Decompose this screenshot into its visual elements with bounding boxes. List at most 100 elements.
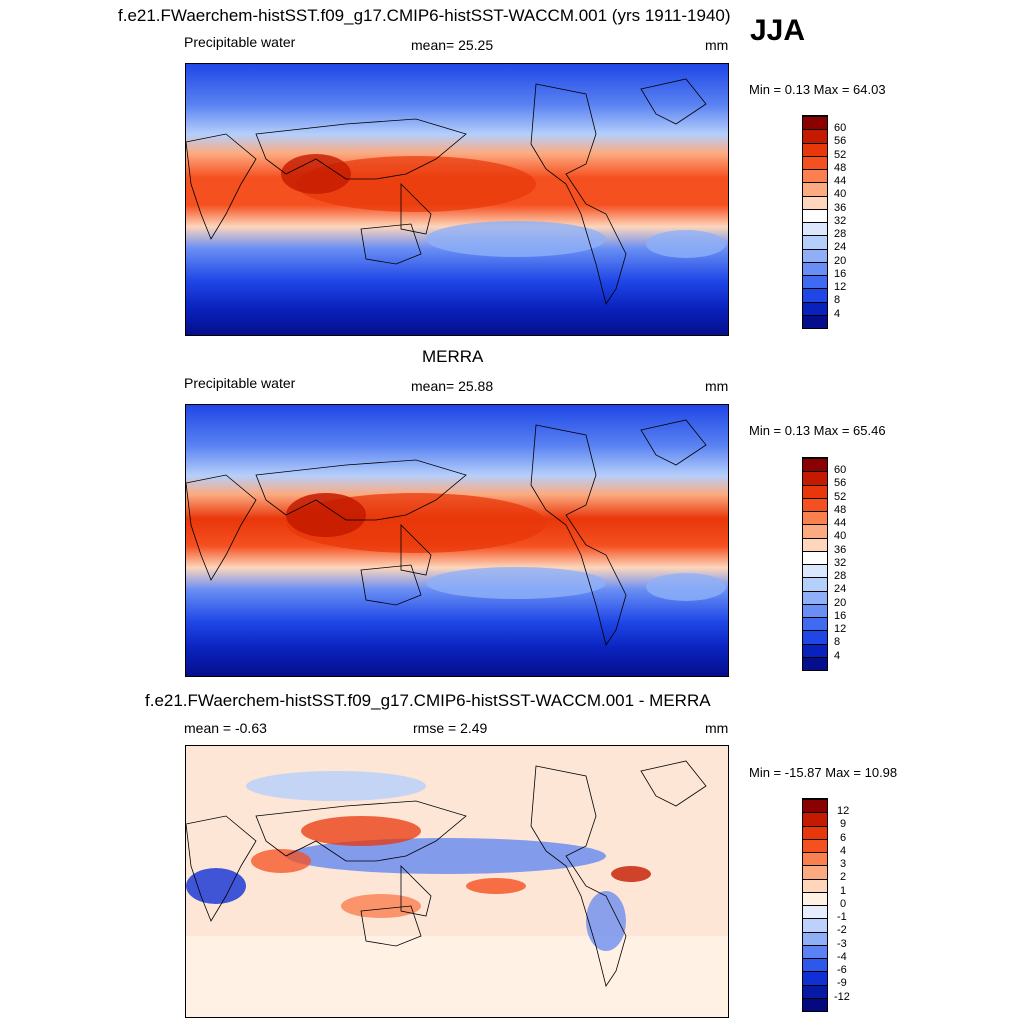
- panel3-colorbar-box: [803, 878, 827, 892]
- panel1-mean-label: mean= 25.25: [411, 37, 494, 53]
- panel2-colorbar-tick-label: 20: [834, 597, 847, 609]
- panel2-colorbar-tick-label: 32: [834, 557, 847, 569]
- panel2-colorbar-box: [803, 550, 827, 564]
- panel1-south-atlantic-dry-zone: [646, 230, 726, 258]
- panel2-mean-label: mean= 25.88: [411, 378, 494, 394]
- panel3-map: [185, 745, 729, 1018]
- panel2-colorbar-tick-label: 24: [834, 583, 847, 595]
- panel1-colorbar-box: [803, 195, 827, 209]
- panel1-coastlines: [186, 78, 707, 305]
- panel1-colorbar-tick-label: 44: [834, 175, 847, 187]
- panel3-colorbar-box: [803, 971, 827, 985]
- panel1-colorbar-box: [803, 288, 827, 302]
- panel1-colorbar-tick-label: 12: [834, 281, 847, 293]
- panel1-units-label: mm: [705, 37, 729, 53]
- panel2-south-atlantic-dry-zone: [646, 573, 726, 601]
- panel2-map: [185, 404, 729, 677]
- panel1-colorbar-box: [803, 129, 827, 143]
- panel2-colorbar-tick-label: 28: [834, 570, 847, 582]
- panel2-colorbar-box: [803, 471, 827, 485]
- panel3-colorbar-box: [803, 997, 827, 1011]
- panel3-colorbar-tick-label: 0: [840, 898, 847, 910]
- panel1-colorbar-box: [803, 275, 827, 289]
- season-label: JJA: [750, 14, 806, 47]
- panel3-colorbar-box: [803, 984, 827, 998]
- panel1-colorbar-tick-label: 28: [834, 228, 847, 240]
- panel3-units-label: mm: [705, 720, 729, 736]
- panel2-colorbar-tick-label: 52: [834, 491, 847, 503]
- panel1-colorbar-tick-label: 40: [834, 188, 847, 200]
- panel1-colorbar-box: [803, 116, 827, 130]
- panel3-colorbar-tick-label: -12: [834, 991, 850, 1003]
- panel3-colorbar-tick-label: 1: [840, 885, 847, 897]
- panel2-south-asia-max: [286, 493, 366, 537]
- panel3-arctic-dry-bias: [246, 771, 426, 801]
- panel2-colorbar-box: [803, 564, 827, 578]
- panel1-minmax-label: Min = 0.13 Max = 64.03: [749, 82, 886, 97]
- panel2-variable-label: Precipitable water: [184, 375, 296, 391]
- panel2-colorbar-tick-label: 8: [834, 636, 841, 648]
- panel3-colorbar-tick-label: -3: [837, 938, 847, 950]
- panel1-colorbar-box: [803, 142, 827, 156]
- panel1-pacific-dry-zone: [426, 221, 606, 257]
- panel3-colorbar-box: [803, 852, 827, 866]
- panel1-colorbar-box: [803, 248, 827, 262]
- panel3-colorbar-box: [803, 958, 827, 972]
- panel2-colorbar-box: [803, 458, 827, 472]
- panel2-colorbar-box: [803, 484, 827, 498]
- panel3-caribbean-wet-bias: [611, 866, 651, 882]
- panel3-colorbar-tick-label: -4: [837, 951, 847, 963]
- panel2-colorbar-box: [803, 617, 827, 631]
- panel1-colorbar-tick-label: 56: [834, 135, 847, 147]
- panel1-colorbar-tick-label: 52: [834, 149, 847, 161]
- panel2-colorbar-tick-label: 44: [834, 517, 847, 529]
- panel2-colorbar-tick-label: 4: [834, 650, 841, 662]
- panel1-colorbar-tick-label: 48: [834, 162, 847, 174]
- panel1-colorbar-box: [803, 182, 827, 196]
- panel2-pacific-dry-zone: [426, 567, 606, 599]
- panel3-pacific-wet-bias: [466, 878, 526, 894]
- panel2-colorbar-box: [803, 656, 827, 670]
- panel1-colorbar-tick-label: 36: [834, 202, 847, 214]
- panel3-colorbar-tick-label: 2: [840, 871, 847, 883]
- panel1-map: [185, 63, 729, 336]
- panel2-colorbar-box: [803, 630, 827, 644]
- panel2-colorbar-tick-label: 40: [834, 530, 847, 542]
- panel2-colorbar: [802, 457, 828, 671]
- panel2-colorbar-box: [803, 537, 827, 551]
- panel1-title: f.e21.FWaerchem-histSST.f09_g17.CMIP6-hi…: [118, 6, 731, 25]
- panel2-colorbar-box: [803, 577, 827, 591]
- panel3-colorbar-tick-label: 12: [837, 805, 850, 817]
- panel3-coastlines: [186, 760, 707, 987]
- panel2-colorbar-tick-label: 56: [834, 477, 847, 489]
- panel3-southern-ocean: [186, 936, 728, 1017]
- panel1-colorbar-tick-label: 60: [834, 122, 847, 134]
- panel3-south-asia-wet-bias: [251, 849, 311, 873]
- panel1-colorbar-tick-label: 4: [834, 308, 841, 320]
- panel3-colorbar-box: [803, 825, 827, 839]
- panel2-colorbar-box: [803, 590, 827, 604]
- panel2-coastlines: [186, 419, 707, 646]
- panel2-colorbar-tick-label: 48: [834, 504, 847, 516]
- panel3-rmse-label: rmse = 2.49: [413, 720, 488, 736]
- panel1-colorbar-box: [803, 301, 827, 315]
- panel2-colorbar-tick-label: 16: [834, 610, 847, 622]
- panel2-colorbar-box: [803, 643, 827, 657]
- panel2-minmax-label: Min = 0.13 Max = 65.46: [749, 423, 886, 438]
- panel3-colorbar: [802, 798, 828, 1012]
- panel3-colorbar-tick-label: -9: [837, 977, 847, 989]
- panel1-colorbar-box: [803, 261, 827, 275]
- panel2-colorbar-box: [803, 497, 827, 511]
- panel2-units-label: mm: [705, 378, 729, 394]
- panel2-colorbar-box: [803, 524, 827, 538]
- panel1-colorbar-box: [803, 155, 827, 169]
- panel3-colorbar-box: [803, 799, 827, 813]
- panel1-colorbar-tick-label: 20: [834, 255, 847, 267]
- panel3-amazon-dry-bias: [586, 891, 626, 951]
- panel1-variable-label: Precipitable water: [184, 34, 296, 50]
- panel3-colorbar-tick-label: 6: [840, 832, 847, 844]
- panel3-colorbar-box: [803, 905, 827, 919]
- panel2-title: MERRA: [422, 347, 484, 366]
- panel1-colorbar-box: [803, 314, 827, 328]
- panel3-tropical-dry-bias: [286, 838, 606, 874]
